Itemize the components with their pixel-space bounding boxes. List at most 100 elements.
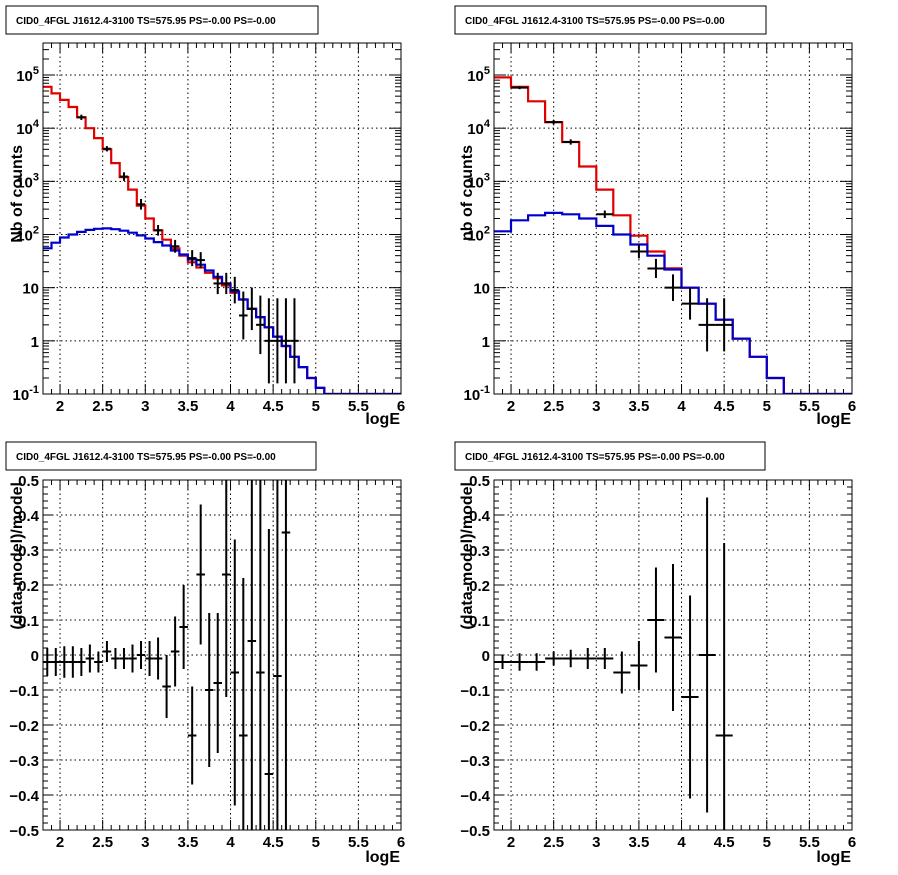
x-axis-title: logE [816,849,851,866]
y-tick-label: 105 [467,65,490,85]
x-axis-title: logE [365,849,400,866]
x-tick-label: 6 [848,398,856,415]
series-group [43,480,291,830]
y-tick-label-exponent: 5 [33,65,39,77]
chart-title: CID0_4FGL J1612.4-3100 TS=575.95 PS=-0.0… [465,452,725,463]
data-point [162,655,171,718]
x-tick-label: 5 [763,398,771,415]
data-point [681,287,699,320]
data-point [222,480,231,697]
data-point [281,480,291,830]
data-point [239,291,248,340]
y-tick-label: 10 [473,281,490,298]
data-point [196,504,205,645]
title-box-frame [5,441,317,471]
y-tick-label: 0.1 [18,613,39,630]
plot-frame [42,479,402,831]
data-point [545,651,563,666]
data-point [153,637,163,680]
x-tick-label: 4 [226,834,235,851]
y-tick-label: 104 [467,118,491,138]
data-point [256,480,265,830]
x-tick-label: 6 [848,834,856,851]
data-point [562,649,580,668]
y-tick-label-exponent: 2 [484,225,490,237]
data-point [256,295,265,355]
x-tick-label: 6 [397,398,405,415]
y-tick-label: 0.1 [469,613,490,630]
pad-top-right: CID0_4FGL J1612.4-3100 TS=575.95 PS=-0.0… [454,5,856,428]
x-tick-label: 3 [141,834,149,851]
plot-frame [493,42,853,395]
y-tick-label-base: 10 [467,228,484,245]
x-tick-label: 3 [592,834,600,851]
x-tick-label: 4.5 [714,398,735,415]
data-point [579,648,597,669]
y-tick-label: −0.2 [460,718,490,735]
y-tick-label-base: 10 [16,174,33,191]
x-tick-label: 4.5 [263,834,284,851]
x-tick-label: 5.5 [348,398,369,415]
y-tick-label-base: 10 [464,387,481,404]
data-point [647,567,665,673]
y-tick-label-base: 10 [13,387,30,404]
data-point [102,641,112,662]
data-point [239,578,248,830]
pad-bottom-right: CID0_4FGL J1612.4-3100 TS=575.95 PS=-0.0… [454,441,856,866]
data-point [681,595,699,799]
title-box: CID0_4FGL J1612.4-3100 TS=575.95 PS=-0.0… [454,441,766,471]
y-tick-label: 0.2 [18,578,39,595]
x-tick-label: 2.5 [543,398,564,415]
data-point [630,641,648,690]
x-tick-label: 2 [56,398,64,415]
data-point [562,139,580,145]
data-point [715,543,733,830]
plot-frame [42,42,402,395]
y-tick-label: −0.5 [460,823,490,840]
x-tick-label: 6 [397,834,405,851]
chart-title: CID0_4FGL J1612.4-3100 TS=575.95 PS=-0.0… [16,452,276,463]
data-point [698,497,716,813]
y-tick-label: 0.5 [18,473,39,490]
data-point [494,655,512,669]
data-point [630,244,648,259]
x-tick-label: 2.5 [543,834,564,851]
data-point [94,651,103,673]
series-line [494,211,852,394]
data-point [222,272,231,295]
data-point [170,616,180,687]
y-axis-title: (data-model)/model [459,482,476,630]
x-tick-label: 5 [312,398,320,415]
x-tick-label: 3.5 [628,398,649,415]
y-tick-label: 104 [16,118,40,138]
y-tick-label-exponent: 3 [33,171,39,183]
pad-top-left: CID0_4FGL J1612.4-3100 TS=575.95 PS=-0.0… [5,5,405,428]
title-box: CID0_4FGL J1612.4-3100 TS=575.95 PS=-0.0… [5,441,317,471]
data-point [196,252,205,269]
data-point [273,298,282,384]
y-tick-label-base: 10 [467,174,484,191]
y-tick-label: 1 [482,334,490,351]
y-tick-label-base: 10 [16,228,33,245]
y-tick-label-exponent: 2 [33,225,39,237]
data-point [230,539,240,806]
y-tick-label: 0.2 [469,578,490,595]
y-axis-title: Nb of counts [9,145,26,243]
x-axis-title: logE [365,411,400,428]
title-box-frame [454,441,766,471]
x-tick-label: 3.5 [177,834,198,851]
y-tick-label: 0.3 [469,543,490,560]
x-tick-label: 5.5 [799,834,820,851]
data-point [290,298,299,384]
x-tick-label: 3.5 [177,398,198,415]
chart-title: CID0_4FGL J1612.4-3100 TS=575.95 PS=-0.0… [16,16,276,27]
y-tick-label: 102 [16,225,39,245]
data-point [51,648,61,676]
data-point [664,564,682,711]
data-point [187,686,197,785]
data-point [230,276,240,304]
plot-area: 2 2.5 3 3.5 4 4.5 5 5.5 6 −0.5 −0.4 −0.3 −0.2 −0.1 0 0.… [9,473,405,851]
y-tick-label: −0.4 [9,788,39,805]
data-point [213,272,222,295]
y-tick-label: 10-1 [13,384,39,404]
